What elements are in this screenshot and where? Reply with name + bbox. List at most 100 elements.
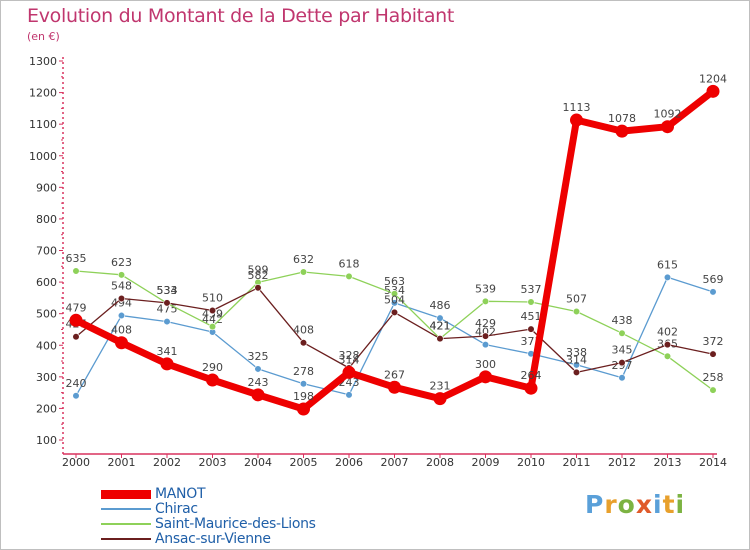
proxiti-logo: Proxiti [585,490,685,519]
x-tick-label: 2010 [517,456,545,469]
data-point-chirac [572,361,581,369]
y-tick-label: 1300 [29,55,57,68]
data-label-chirac: 486 [430,299,451,312]
data-label-manot: 300 [475,358,496,371]
data-point-manot [615,124,629,138]
y-tick-label: 600 [36,276,57,289]
data-point-saint-maurice-des-lions [299,268,308,276]
data-label-manot: 198 [293,390,314,403]
data-point-ansac-sur-vienne [663,341,672,349]
data-point-ansac-sur-vienne [527,325,535,333]
data-point-saint-maurice-des-lions [709,386,717,394]
data-point-ansac-sur-vienne [117,294,126,303]
data-point-manot [661,120,674,134]
data-point-saint-maurice-des-lions [618,329,626,337]
data-point-chirac [117,311,126,320]
data-point-ansac-sur-vienne [72,333,80,341]
data-label-ansac-sur-vienne: 314 [566,353,587,366]
logo-letter: t [662,490,676,519]
data-label-ansac-sur-vienne: 421 [430,320,451,333]
data-label-ansac-sur-vienne: 402 [657,326,678,339]
data-point-ansac-sur-vienne [299,339,308,347]
data-label-saint-maurice-des-lions: 563 [384,275,405,288]
x-tick-label: 2009 [472,456,500,469]
y-tick-label: 100 [36,434,57,447]
data-label-manot: 341 [157,345,178,358]
data-label-manot: 479 [66,301,87,314]
data-label-saint-maurice-des-lions: 533 [157,284,178,297]
data-label-chirac: 338 [566,346,587,359]
y-tick-label: 1200 [29,87,57,100]
y-tick-label: 800 [36,213,57,226]
data-label-saint-maurice-des-lions: 623 [111,256,132,269]
x-tick-label: 2011 [563,456,591,469]
data-label-ansac-sur-vienne: 451 [521,310,542,323]
data-point-manot [433,392,447,406]
data-label-manot: 1078 [608,112,636,125]
data-point-chirac [163,317,171,326]
y-tick-label: 700 [36,245,57,258]
data-label-saint-maurice-des-lions: 635 [66,252,87,265]
logo-letter: i [675,490,686,519]
legend-item-saint-maurice-des-lions: Saint-Maurice-des-Lions [99,517,359,532]
logo-letter: P [585,490,605,519]
x-tick-label: 2007 [381,456,409,469]
legend-label: Chirac [155,501,198,517]
x-tick-label: 2005 [290,456,318,469]
data-label-saint-maurice-des-lions: 438 [612,314,633,327]
x-tick-label: 2002 [153,456,181,469]
data-label-saint-maurice-des-lions: 599 [248,263,269,276]
data-label-chirac: 615 [657,258,678,271]
data-label-chirac: 325 [248,350,269,363]
data-point-manot [479,370,492,384]
data-label-manot: 290 [202,361,223,374]
data-point-manot [69,313,83,327]
data-label-saint-maurice-des-lions: 421 [430,320,451,333]
data-label-saint-maurice-des-lions: 632 [293,253,314,266]
data-point-manot [251,388,265,402]
x-tick-label: 2003 [199,456,227,469]
logo-letter: o [617,490,636,519]
logo-letter: r [604,490,618,519]
data-point-saint-maurice-des-lions [345,272,353,280]
data-label-chirac: 278 [293,365,314,378]
data-point-ansac-sur-vienne [390,308,399,317]
data-label-manot: 231 [430,380,451,393]
data-point-manot [524,381,538,395]
x-tick-label: 2004 [244,456,272,469]
chart-subtitle: (en €) [27,30,60,43]
data-label-chirac: 442 [202,313,223,326]
data-label-manot: 314 [339,353,360,366]
x-tick-label: 2008 [426,456,454,469]
data-point-manot [570,113,583,127]
legend-item-ansac-sur-vienne: Ansac-sur-Vienne [99,532,359,547]
data-point-ansac-sur-vienne [436,335,444,343]
y-tick-label: 900 [36,181,57,194]
legend-swatch [101,489,151,499]
data-point-manot [160,357,174,371]
data-point-chirac [345,391,353,399]
data-point-ansac-sur-vienne [709,350,717,358]
data-point-ansac-sur-vienne [163,299,171,307]
legend-swatch [101,508,151,510]
legend-label: MANOT [155,486,206,502]
data-point-ansac-sur-vienne [254,284,262,292]
data-label-ansac-sur-vienne: 408 [293,324,314,337]
data-label-ansac-sur-vienne: 510 [202,292,223,305]
data-point-saint-maurice-des-lions [572,307,581,316]
data-point-saint-maurice-des-lions [527,298,535,306]
data-point-saint-maurice-des-lions [72,267,80,275]
data-label-ansac-sur-vienne: 582 [248,269,269,282]
legend-label: Saint-Maurice-des-Lions [155,516,316,532]
y-tick-label: 1000 [29,150,57,163]
data-label-manot: 408 [111,324,132,337]
data-label-ansac-sur-vienne: 534 [157,284,178,297]
data-label-chirac: 240 [66,377,87,390]
legend-label: Ansac-sur-Vienne [155,531,271,547]
x-tick-label: 2001 [108,456,136,469]
data-label-manot: 267 [384,368,405,381]
data-point-manot [342,365,356,379]
data-label-saint-maurice-des-lions: 258 [703,371,724,384]
